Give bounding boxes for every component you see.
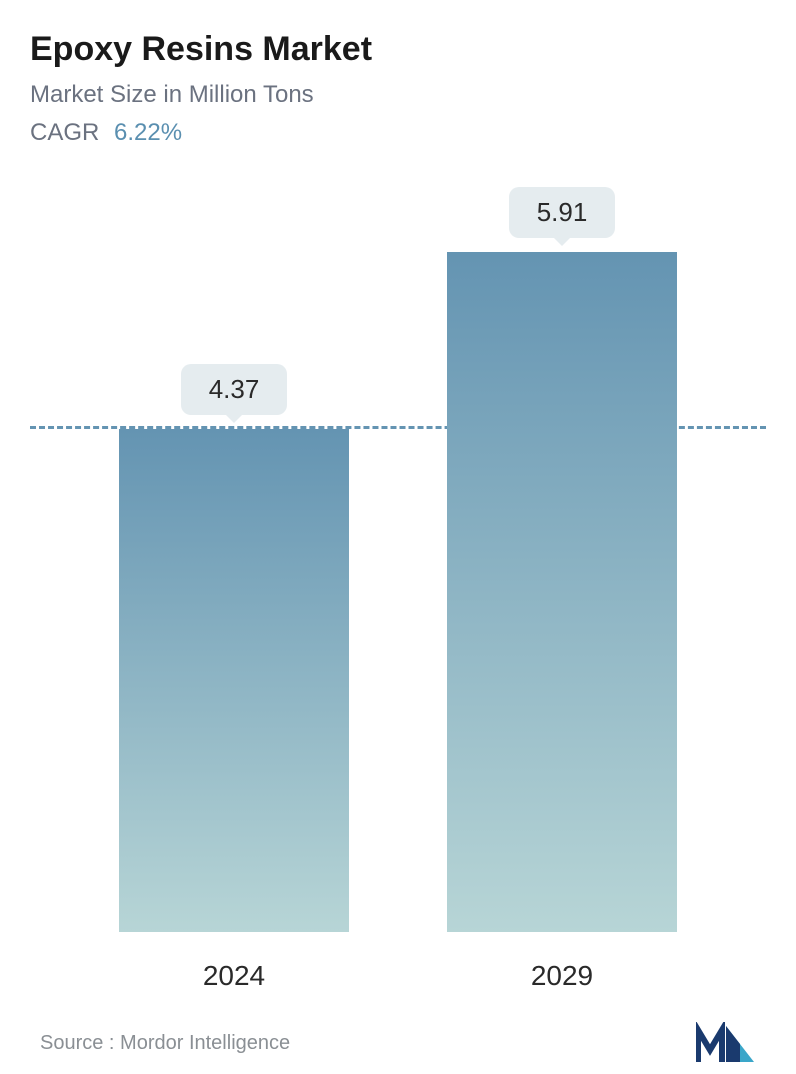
chart-plot-area: 4.37 5.91 (30, 187, 766, 932)
cagr-line: CAGR 6.22% (30, 119, 766, 147)
x-label-1: 2029 (432, 960, 692, 992)
cagr-value: 6.22% (114, 119, 182, 146)
bar-group-0: 4.37 (104, 364, 364, 932)
mordor-logo-icon (696, 1022, 756, 1064)
chart-title: Epoxy Resins Market (30, 30, 766, 69)
bar-0 (119, 429, 349, 932)
brand-logo (696, 1022, 756, 1064)
x-axis-labels: 2024 2029 (30, 942, 766, 1022)
value-badge-1: 5.91 (509, 187, 616, 238)
chart-header: Epoxy Resins Market Market Size in Milli… (30, 30, 766, 147)
bar-group-1: 5.91 (432, 187, 692, 932)
chart-footer: Source : Mordor Intelligence (30, 1022, 766, 1074)
value-badge-0: 4.37 (181, 364, 288, 415)
x-label-0: 2024 (104, 960, 364, 992)
bar-1 (447, 252, 677, 932)
chart-subtitle: Market Size in Million Tons (30, 81, 766, 109)
source-text: Source : Mordor Intelligence (40, 1032, 290, 1055)
chart-container: Epoxy Resins Market Market Size in Milli… (0, 0, 796, 1034)
cagr-label: CAGR (30, 119, 99, 146)
